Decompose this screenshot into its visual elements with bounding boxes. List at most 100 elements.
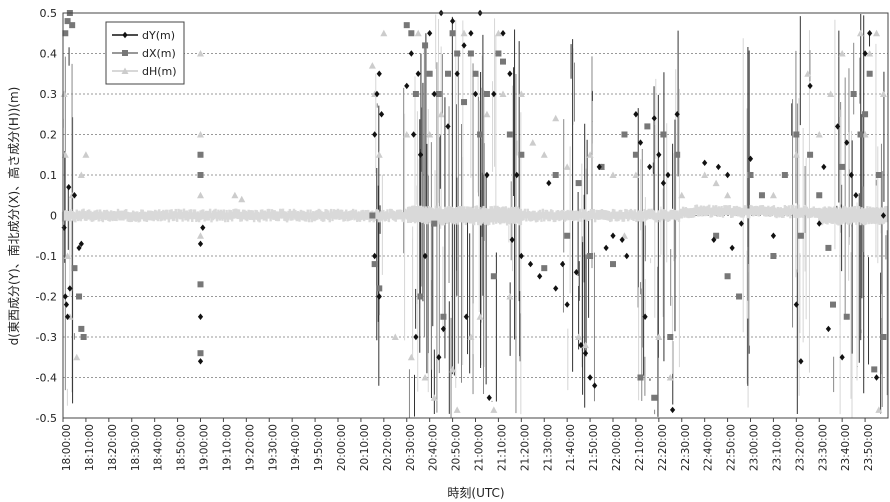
- y-tick-label: -0.5: [36, 412, 57, 425]
- band-segment: [114, 211, 117, 222]
- band-segment: [648, 209, 652, 220]
- point-triangle: [197, 191, 204, 199]
- band-segment: [136, 211, 139, 222]
- band-segment: [441, 209, 444, 226]
- point-diamond: [578, 341, 584, 349]
- band-segment: [350, 210, 353, 220]
- band-segment: [252, 212, 256, 223]
- band-segment: [409, 206, 413, 223]
- point-square: [816, 192, 823, 199]
- x-tick-label: 22:20:00: [657, 424, 669, 471]
- band-segment: [412, 205, 415, 222]
- band-segment: [588, 210, 591, 221]
- band-segment: [497, 206, 501, 224]
- band-segment: [290, 211, 293, 221]
- y-tick-label: -0.4: [36, 372, 57, 385]
- point-diamond: [821, 163, 827, 171]
- band-segment: [78, 210, 81, 221]
- point-square: [440, 313, 447, 320]
- band-segment: [614, 211, 617, 222]
- band-segment: [434, 205, 437, 222]
- band-segment: [390, 208, 393, 219]
- band-segment: [862, 208, 865, 225]
- band-segment: [857, 206, 861, 223]
- band-segment: [158, 209, 161, 219]
- band-segment: [197, 212, 201, 223]
- band-segment: [790, 204, 793, 215]
- band-segment: [853, 205, 857, 223]
- band-segment: [193, 209, 197, 220]
- band-segment: [595, 209, 598, 220]
- band-segment: [75, 209, 78, 220]
- band-segment: [419, 205, 422, 222]
- band-segment: [830, 207, 833, 224]
- band-segment: [391, 210, 395, 221]
- band-segment: [395, 209, 399, 220]
- band-segment: [493, 205, 496, 222]
- point-triangle: [197, 131, 204, 138]
- band-segment: [489, 206, 492, 223]
- band-segment: [186, 211, 190, 222]
- point-square: [445, 70, 451, 77]
- band-segment: [472, 209, 476, 226]
- band-segment: [221, 211, 224, 221]
- band-segment: [639, 212, 642, 223]
- point-triangle: [815, 131, 823, 138]
- point-square: [495, 50, 502, 57]
- band-segment: [444, 206, 447, 223]
- point-diamond: [376, 293, 382, 300]
- x-tick-label: 21:00:00: [474, 424, 486, 471]
- band-segment: [527, 210, 531, 221]
- point-triangle: [483, 110, 491, 118]
- band-segment: [622, 211, 626, 222]
- point-diamond: [582, 350, 589, 357]
- point-diamond: [372, 252, 378, 260]
- band-segment: [584, 209, 587, 219]
- band-segment: [669, 209, 672, 220]
- x-tick-label: 22:30:00: [680, 424, 692, 471]
- point-diamond: [729, 244, 735, 252]
- point-square: [843, 313, 850, 320]
- band-segment: [570, 210, 573, 221]
- band-segment: [323, 211, 326, 222]
- band-segment: [797, 204, 800, 215]
- x-axis-label: 時刻(UTC): [447, 486, 504, 500]
- point-diamond: [404, 82, 410, 90]
- band-segment: [593, 212, 597, 223]
- band-segment: [313, 211, 316, 222]
- band-segment: [464, 208, 468, 226]
- band-segment: [92, 211, 95, 222]
- point-diamond: [486, 394, 492, 401]
- band-segment: [152, 211, 155, 222]
- band-segment: [508, 208, 512, 225]
- band-segment: [401, 211, 404, 222]
- band-segment: [868, 206, 872, 223]
- point-triangle: [609, 171, 617, 178]
- band-segment: [367, 209, 370, 220]
- y-axis-label: d(東西成分(Y)、南北成分(X)、高さ成分(H))(m): [6, 87, 21, 346]
- band-segment: [123, 209, 127, 220]
- point-diamond: [867, 30, 873, 37]
- y-tick-label: 0.4: [40, 48, 58, 61]
- band-segment: [738, 206, 741, 217]
- x-tick-label: 19:00:00: [199, 424, 211, 471]
- point-diamond: [553, 285, 559, 292]
- point-diamond: [374, 90, 380, 98]
- band-segment: [582, 209, 586, 220]
- band-segment: [662, 209, 666, 219]
- point-triangle: [467, 333, 475, 340]
- band-segment: [261, 209, 264, 220]
- band-segment: [578, 208, 582, 219]
- x-tick-label: 19:40:00: [290, 424, 302, 471]
- band-segment: [133, 211, 136, 222]
- band-segment: [884, 206, 887, 223]
- band-segment: [525, 211, 528, 222]
- band-segment: [258, 212, 261, 223]
- band-segment: [347, 211, 351, 221]
- point-diamond: [724, 171, 731, 179]
- legend-marker-triangle: [121, 67, 129, 74]
- band-segment: [211, 210, 215, 221]
- band-segment: [800, 207, 803, 218]
- band-segment: [210, 212, 213, 223]
- band-segment: [378, 212, 381, 223]
